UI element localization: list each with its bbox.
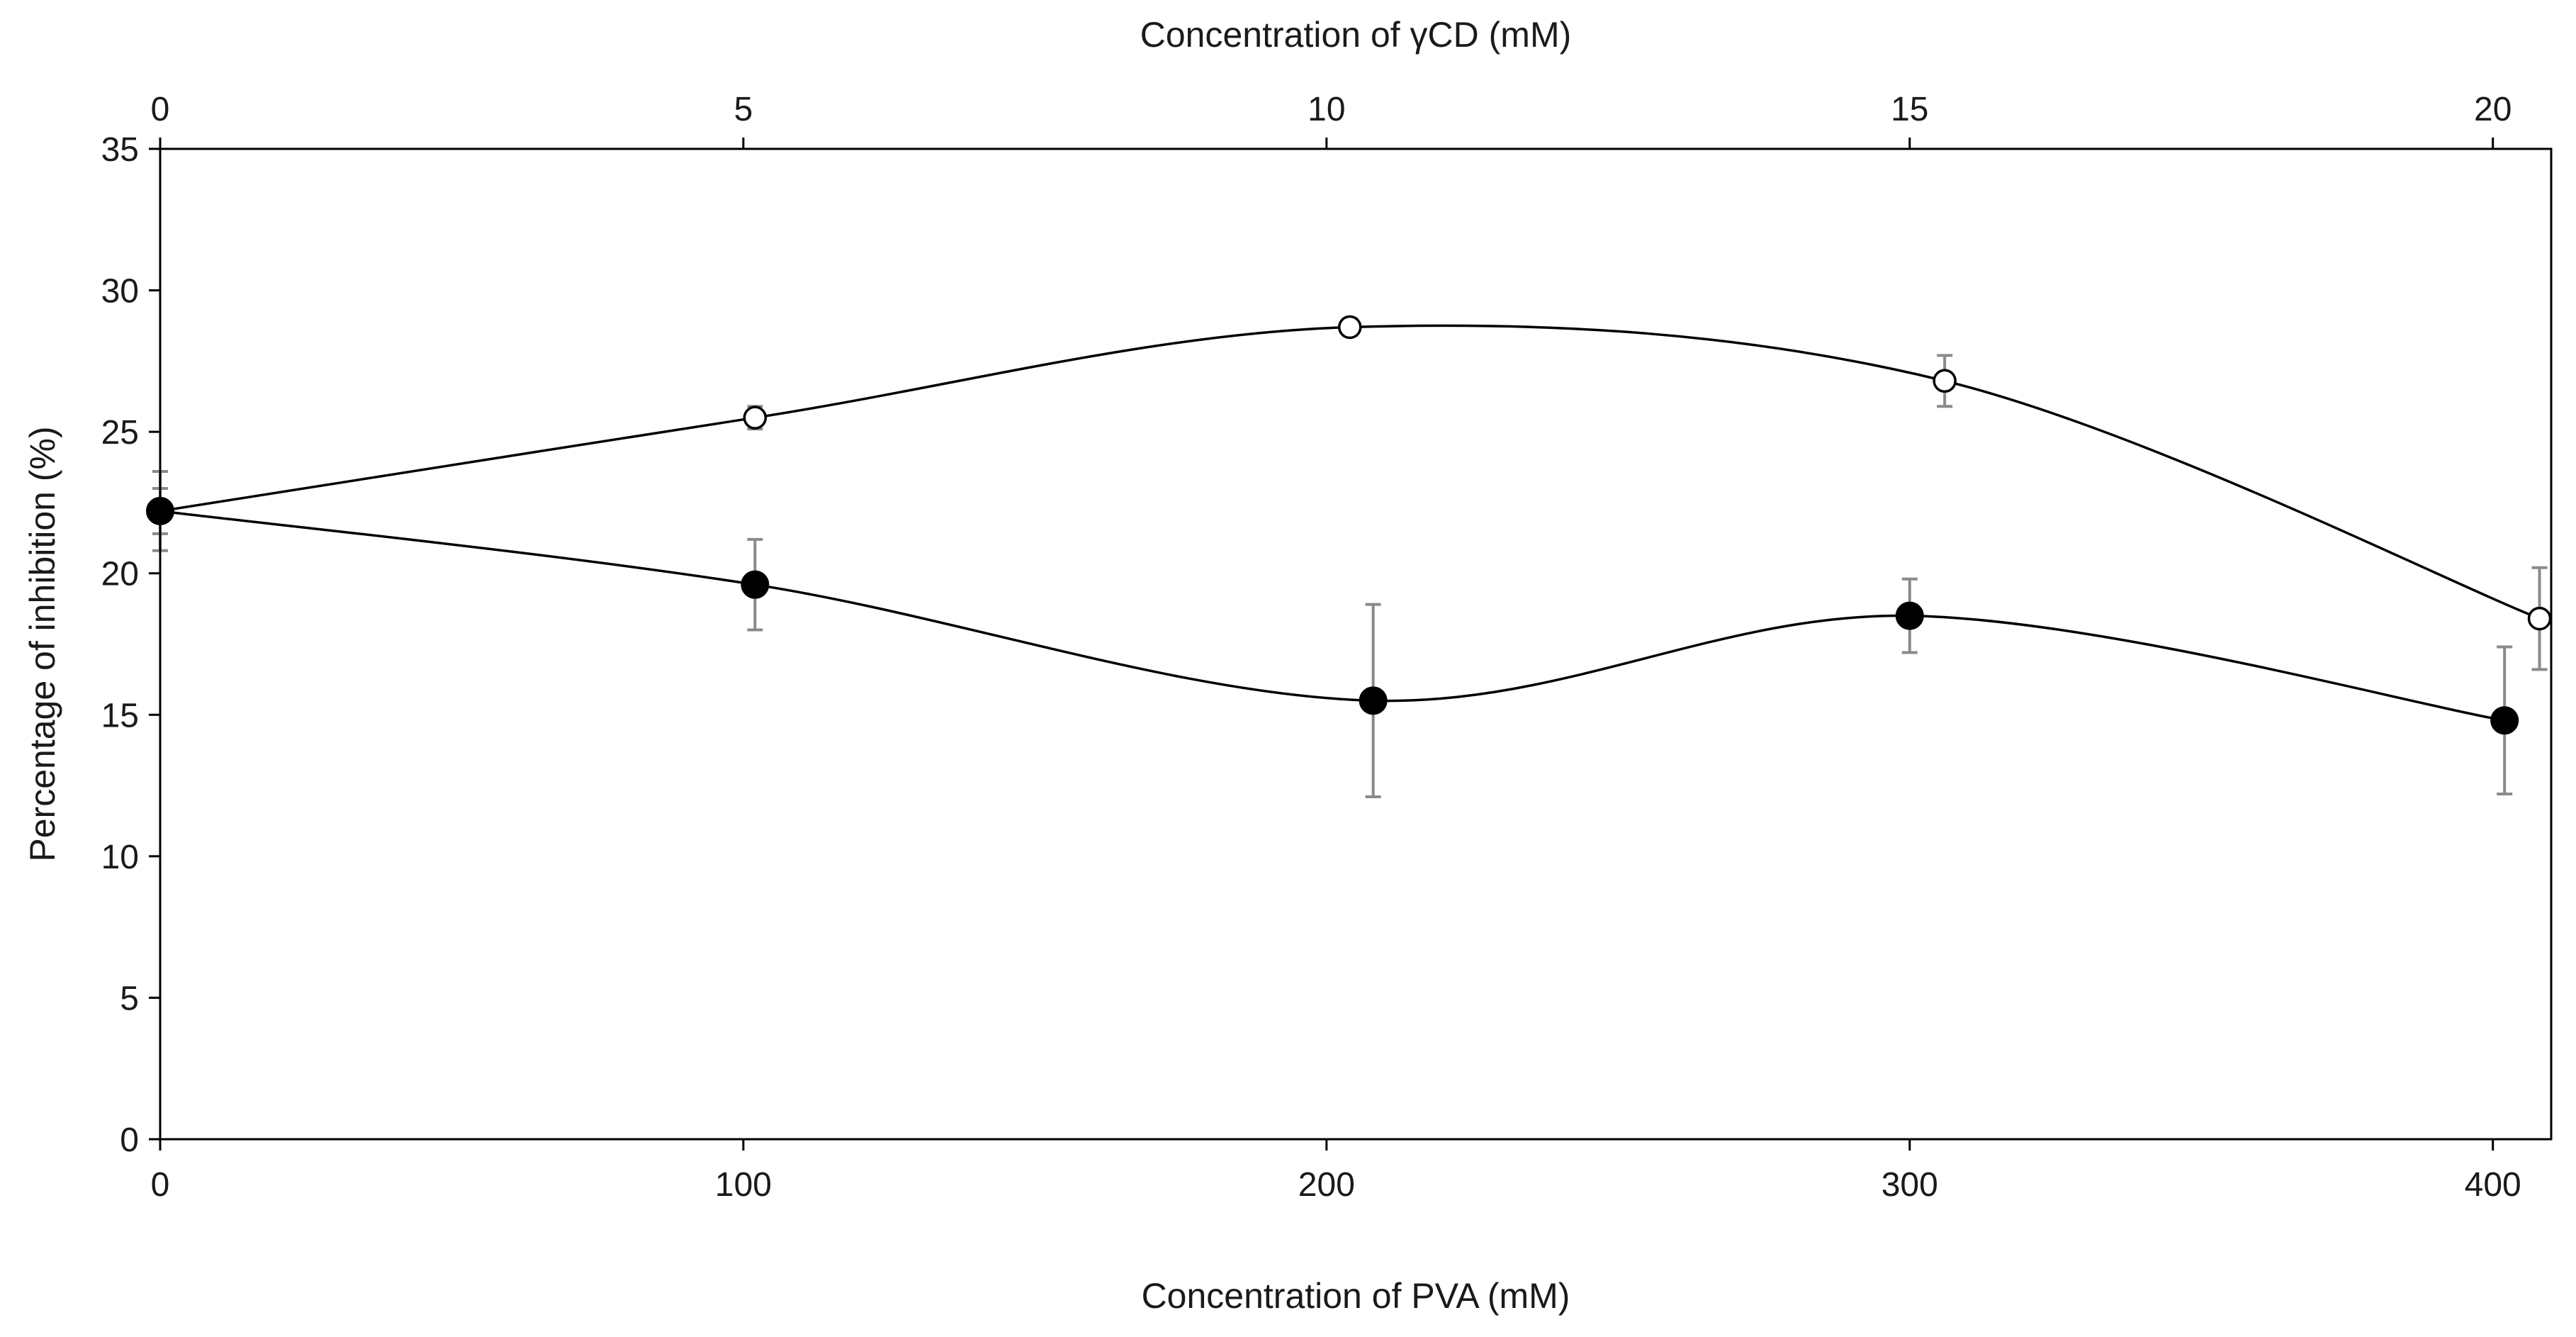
data-point-filled: [741, 570, 770, 599]
y-tick-label: 30: [101, 273, 139, 311]
y-tick-label: 5: [120, 980, 139, 1017]
data-point-filled: [2490, 706, 2519, 735]
y-tick-label: 25: [101, 414, 139, 452]
x-tick-label: 0: [151, 1166, 170, 1204]
top-x-tick-label: 0: [151, 91, 170, 128]
series-curves: [159, 324, 2541, 722]
data-point-open: [1933, 369, 1957, 393]
y-axis-title: Percentage of inhibition (%): [23, 426, 62, 861]
x-tick-label: 300: [1882, 1166, 1938, 1204]
data-point-open: [743, 405, 767, 430]
data-points: [146, 315, 2552, 735]
x-tick-label: 200: [1298, 1166, 1355, 1204]
error-bars: [152, 317, 2548, 799]
tick-labels: 0 5 10 15 20 25 30 35 0 100 200 300 400 0 5 10 15 20: [101, 91, 2521, 1204]
data-point-open: [2527, 606, 2552, 631]
y-tick-label: 10: [101, 839, 139, 876]
data-point-filled: [1895, 601, 1924, 630]
plot-frame: [159, 147, 2553, 1141]
top-x-axis-title: Concentration of γCD (mM): [1140, 15, 1572, 55]
series-line-open: [159, 324, 2541, 620]
y-tick-label: 35: [101, 131, 139, 169]
top-x-tick-label: 5: [734, 91, 753, 128]
tick-marks: [149, 138, 2495, 1151]
top-x-tick-label: 15: [1891, 91, 1928, 128]
data-point-open: [1338, 315, 1362, 340]
y-tick-label: 20: [101, 556, 139, 593]
series-line-filled: [159, 510, 2505, 722]
y-tick-label: 0: [120, 1121, 139, 1159]
top-x-tick-label: 10: [1307, 91, 1345, 128]
x-axis-title: Concentration of PVA (mM): [1142, 1276, 1570, 1316]
x-tick-label: 100: [715, 1166, 772, 1204]
data-point-filled: [1359, 686, 1388, 715]
y-tick-label: 15: [101, 697, 139, 734]
x-tick-label: 400: [2465, 1166, 2521, 1204]
top-x-tick-label: 20: [2474, 91, 2512, 128]
